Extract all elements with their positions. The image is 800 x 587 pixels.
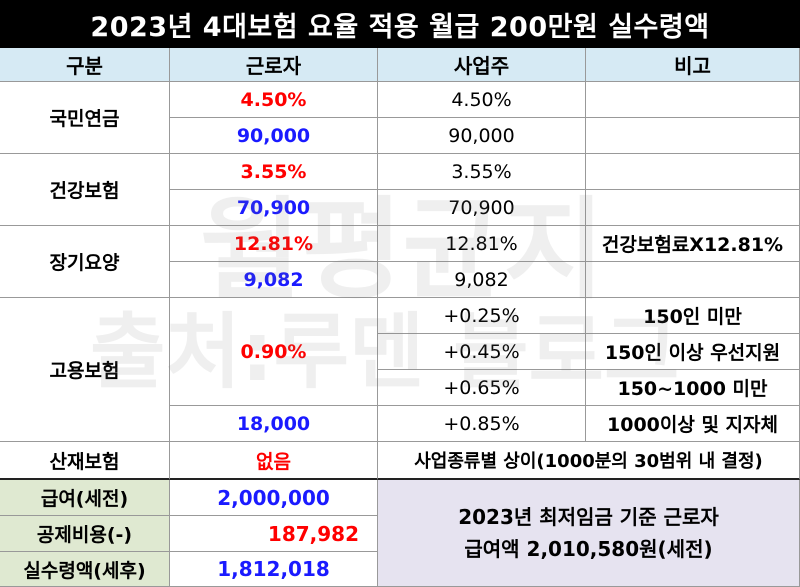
header-worker: 근로자 xyxy=(170,48,378,82)
employment-employer-rate: +0.25% xyxy=(378,298,586,334)
health-employer-amount: 70,900 xyxy=(378,190,586,226)
health-worker-rate: 3.55% xyxy=(170,154,378,190)
employment-label: 고용보험 xyxy=(0,298,170,442)
health-employer-rate: 3.55% xyxy=(378,154,586,190)
health-label: 건강보험 xyxy=(0,154,170,226)
industrial-note: 사업종류별 상이(1000분의 30범위 내 결정) xyxy=(378,442,800,480)
industrial-label: 산재보험 xyxy=(0,442,170,480)
pension-employer-amount: 90,000 xyxy=(378,118,586,154)
health-note xyxy=(586,154,800,190)
net-pay-value: 1,812,018 xyxy=(170,552,378,587)
longterm-employer-rate: 12.81% xyxy=(378,226,586,262)
page-title: 2023년 4대보험 요율 적용 월급 200만원 실수령액 xyxy=(0,0,800,48)
employment-employer-rate: +0.65% xyxy=(378,370,586,406)
employment-worker-amount: 18,000 xyxy=(170,406,378,442)
health-note-2 xyxy=(586,190,800,226)
employment-employer-rate: +0.85% xyxy=(378,406,586,442)
longterm-worker-rate: 12.81% xyxy=(170,226,378,262)
employment-note: 150인 미만 xyxy=(586,298,800,334)
longterm-worker-amount: 9,082 xyxy=(170,262,378,298)
header-category: 구분 xyxy=(0,48,170,82)
gross-pay-value: 2,000,000 xyxy=(170,480,378,516)
pension-worker-rate: 4.50% xyxy=(170,82,378,118)
health-worker-amount: 70,900 xyxy=(170,190,378,226)
pension-worker-amount: 90,000 xyxy=(170,118,378,154)
pension-note xyxy=(586,82,800,118)
pension-label: 국민연금 xyxy=(0,82,170,154)
minimum-wage-note-line2: 급여액 2,010,580원(세전) xyxy=(464,537,713,561)
employment-note: 1000이상 및 지자체 xyxy=(586,406,800,442)
longterm-note-2 xyxy=(586,262,800,298)
minimum-wage-note: 2023년 최저임금 기준 근로자 급여액 2,010,580원(세전) xyxy=(378,480,800,587)
longterm-label: 장기요양 xyxy=(0,226,170,298)
pension-note-2 xyxy=(586,118,800,154)
employment-note: 150인 이상 우선지원 xyxy=(586,334,800,370)
deduction-label: 공제비용(-) xyxy=(0,516,170,552)
employment-note: 150~1000 미만 xyxy=(586,370,800,406)
industrial-worker: 없음 xyxy=(170,442,378,480)
minimum-wage-note-line1: 2023년 최저임금 기준 근로자 xyxy=(458,505,719,529)
gross-pay-label: 급여(세전) xyxy=(0,480,170,516)
longterm-employer-amount: 9,082 xyxy=(378,262,586,298)
longterm-note: 건강보험료X12.81% xyxy=(586,226,800,262)
net-pay-label: 실수령액(세후) xyxy=(0,552,170,587)
employment-employer-rate: +0.45% xyxy=(378,334,586,370)
employment-worker-rate: 0.90% xyxy=(170,298,378,406)
header-note: 비고 xyxy=(586,48,800,82)
header-employer: 사업주 xyxy=(378,48,586,82)
deduction-value: 187,982 xyxy=(170,516,378,552)
pension-employer-rate: 4.50% xyxy=(378,82,586,118)
